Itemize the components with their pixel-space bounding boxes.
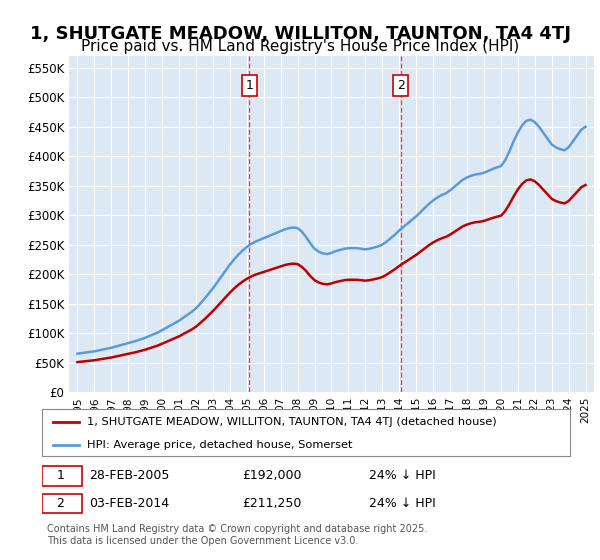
Text: 24% ↓ HPI: 24% ↓ HPI [370,469,436,482]
Text: 1, SHUTGATE MEADOW, WILLITON, TAUNTON, TA4 4TJ (detached house): 1, SHUTGATE MEADOW, WILLITON, TAUNTON, T… [87,417,497,427]
Text: £211,250: £211,250 [242,497,302,510]
Text: 1, SHUTGATE MEADOW, WILLITON, TAUNTON, TA4 4TJ: 1, SHUTGATE MEADOW, WILLITON, TAUNTON, T… [29,25,571,43]
Text: 1: 1 [56,469,64,482]
Text: 24% ↓ HPI: 24% ↓ HPI [370,497,436,510]
Text: 1: 1 [245,79,253,92]
Text: HPI: Average price, detached house, Somerset: HPI: Average price, detached house, Some… [87,440,352,450]
Text: 28-FEB-2005: 28-FEB-2005 [89,469,170,482]
Text: 2: 2 [397,79,404,92]
FancyBboxPatch shape [42,494,82,513]
Text: Contains HM Land Registry data © Crown copyright and database right 2025.
This d: Contains HM Land Registry data © Crown c… [47,524,428,546]
Text: £192,000: £192,000 [242,469,302,482]
Text: 2: 2 [56,497,64,510]
FancyBboxPatch shape [42,466,82,486]
Text: Price paid vs. HM Land Registry's House Price Index (HPI): Price paid vs. HM Land Registry's House … [81,39,519,54]
Text: 03-FEB-2014: 03-FEB-2014 [89,497,170,510]
